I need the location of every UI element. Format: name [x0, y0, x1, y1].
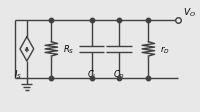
Text: $r_D$: $r_D$: [160, 44, 169, 55]
Text: $R_S$: $R_S$: [63, 43, 74, 56]
Text: $V_O$: $V_O$: [183, 6, 196, 19]
Text: $I_S$: $I_S$: [14, 68, 22, 80]
Text: $C_D$: $C_D$: [113, 68, 125, 80]
Text: $C_J$: $C_J$: [87, 68, 96, 81]
